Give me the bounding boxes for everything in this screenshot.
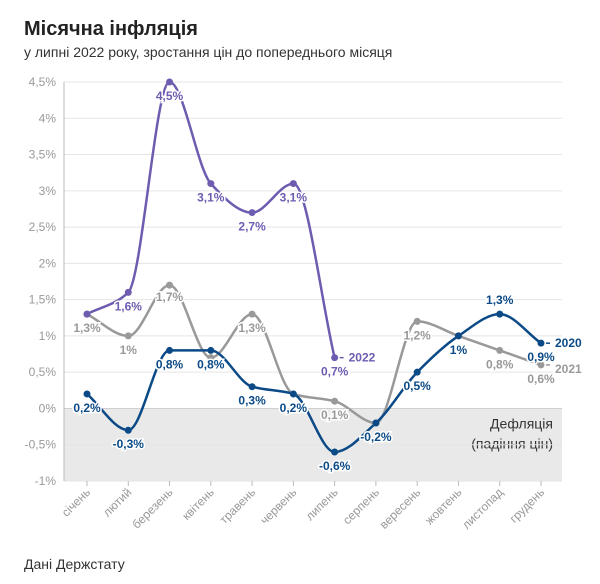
data-point-2020	[331, 448, 339, 456]
y-tick-label: 1,5%	[29, 293, 57, 307]
data-source: Дані Держстату	[24, 556, 125, 572]
data-label-2020: -0,2%	[360, 430, 392, 444]
data-point-2022	[83, 310, 91, 318]
x-tick-label: березень	[129, 485, 175, 531]
data-label-2021: 1,3%	[73, 321, 101, 335]
data-label-2021: 1,2%	[404, 328, 432, 342]
data-label-2021: 0,1%	[321, 408, 349, 422]
y-tick-label: 0%	[39, 401, 57, 415]
data-label-2020: 0,9%	[527, 350, 555, 364]
data-label-2020: -0,6%	[319, 459, 351, 473]
y-tick-label: 0,5%	[29, 365, 57, 379]
deflation-label: (падіння цін)	[471, 435, 553, 451]
x-tick-label: жовтень	[422, 485, 464, 527]
data-point-2021	[537, 361, 545, 369]
data-point-2021	[124, 332, 132, 340]
data-label-2022: 3,1%	[197, 191, 225, 205]
x-tick-label: листопад	[459, 485, 506, 532]
data-point-2021	[496, 346, 504, 354]
data-point-2020	[537, 339, 545, 347]
y-tick-label: 4,5%	[29, 75, 57, 89]
data-point-2020	[413, 368, 421, 376]
chart-title: Місячна інфляція	[24, 18, 198, 40]
data-point-2021	[248, 310, 256, 318]
series-line-2021	[85, 283, 543, 425]
data-label-2022: 4,5%	[156, 89, 184, 103]
data-label-2022: 1,6%	[115, 299, 143, 313]
data-label-2022: 2,7%	[238, 220, 266, 234]
data-label-2020: 0,5%	[404, 379, 432, 393]
y-tick-label: 1%	[39, 329, 57, 343]
data-point-2022	[248, 209, 256, 217]
x-tick-label: липень	[303, 485, 341, 523]
x-tick-label: квітень	[179, 485, 217, 523]
data-label-2022: 3,1%	[280, 191, 308, 205]
data-point-2020	[83, 390, 91, 398]
y-tick-label: 2%	[39, 256, 57, 270]
series-line-2022	[85, 80, 336, 359]
series-label-2020: 2020	[555, 336, 582, 350]
data-label-2020: 0,8%	[197, 357, 225, 371]
data-point-2021	[331, 397, 339, 405]
data-label-2020: 0,2%	[280, 401, 308, 415]
series-label-2021: 2021	[555, 362, 582, 376]
data-label-2020: 1%	[450, 343, 468, 357]
data-point-2020	[248, 383, 256, 391]
data-point-2021	[207, 354, 215, 362]
series-label-2022: 2022	[349, 351, 376, 365]
y-tick-label: -0,5%	[25, 438, 57, 452]
data-label-2021: 1,7%	[156, 290, 184, 304]
x-tick-label: лютий	[100, 485, 134, 519]
data-point-2022	[207, 180, 215, 188]
y-tick-label: 3,5%	[29, 148, 57, 162]
y-tick-label: -1%	[35, 474, 57, 488]
data-label-2020: 0,8%	[156, 357, 184, 371]
y-tick-label: 3%	[39, 184, 57, 198]
x-tick-label: вересень	[377, 485, 424, 532]
data-point-2020	[372, 419, 380, 427]
data-point-2020	[166, 346, 174, 354]
y-tick-label: 4%	[39, 111, 57, 125]
data-label-2021: 1,3%	[238, 321, 266, 335]
x-tick-label: серпень	[340, 485, 382, 527]
x-tick-label: травень	[217, 485, 258, 526]
x-tick-label: грудень	[507, 485, 547, 525]
data-label-2022: 0,7%	[321, 365, 349, 379]
data-point-2020	[289, 390, 297, 398]
data-label-2021: 0,6%	[527, 372, 555, 386]
data-label-2020: 1,3%	[486, 293, 514, 307]
data-point-2020	[124, 426, 132, 434]
chart-subtitle: у липні 2022 року, зростання цін до попе…	[24, 44, 393, 60]
data-label-2021: 1%	[120, 343, 138, 357]
data-point-2022	[331, 354, 339, 362]
data-point-2022	[166, 78, 174, 86]
data-point-2021	[413, 317, 421, 325]
data-point-2020	[207, 346, 215, 354]
data-label-2020: 0,2%	[73, 401, 101, 415]
data-label-2020: -0,3%	[113, 437, 145, 451]
x-tick-label: червень	[257, 485, 299, 527]
data-point-2021	[166, 281, 174, 289]
deflation-label: Дефляція	[490, 415, 553, 431]
data-label-2020: 0,3%	[238, 394, 266, 408]
y-tick-label: 2,5%	[29, 220, 57, 234]
data-point-2022	[289, 180, 297, 188]
data-point-2022	[124, 288, 132, 296]
data-label-2021: 0,8%	[486, 357, 514, 371]
data-point-2020	[454, 332, 462, 340]
data-point-2020	[496, 310, 504, 318]
x-tick-label: січень	[59, 485, 93, 519]
